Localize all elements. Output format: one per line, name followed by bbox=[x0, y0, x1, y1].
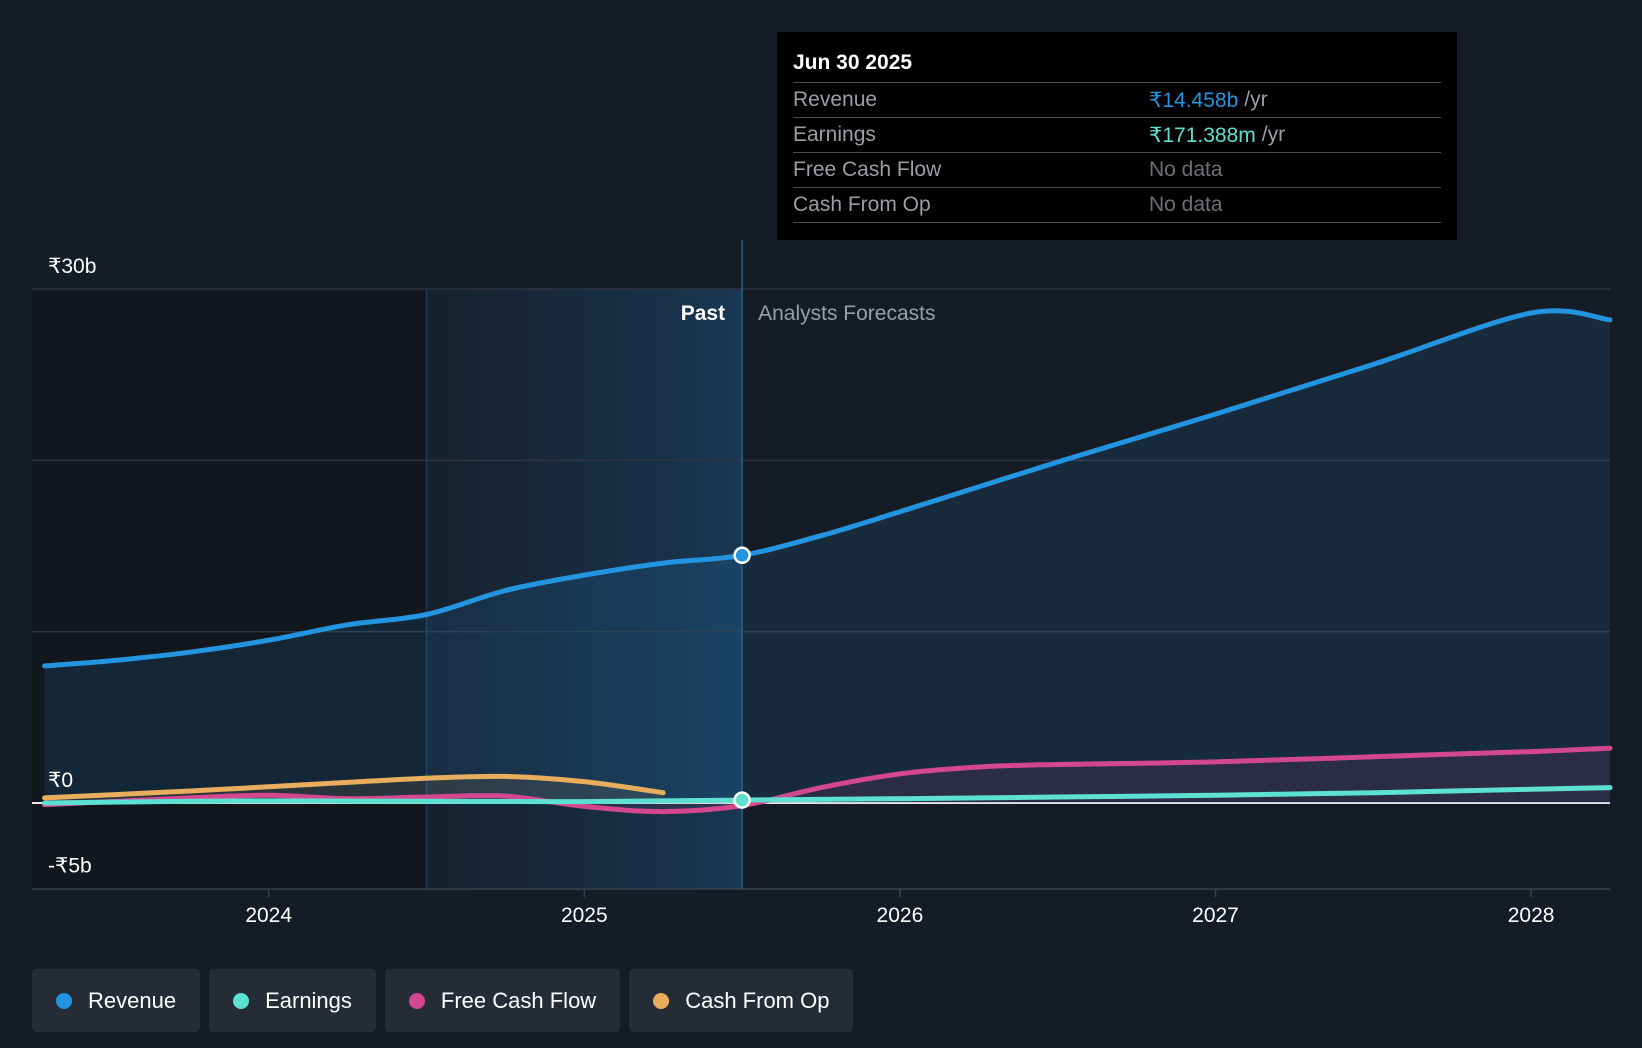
revenue-marker bbox=[733, 546, 751, 565]
tooltip-row-cash-from-op: Cash From Op No data bbox=[793, 187, 1441, 223]
tooltip-unit: /yr bbox=[1261, 123, 1286, 146]
tooltip-label: Revenue bbox=[793, 88, 878, 111]
tooltip-value: ₹14.458b bbox=[1149, 88, 1239, 112]
tooltip-label: Cash From Op bbox=[793, 193, 931, 216]
earnings-marker bbox=[733, 791, 751, 809]
tooltip-row-free-cash-flow: Free Cash Flow No data bbox=[793, 152, 1441, 187]
past-label: Past bbox=[681, 302, 725, 325]
x-tick-label: 2026 bbox=[877, 904, 924, 927]
legend-label: Cash From Op bbox=[685, 987, 830, 1013]
tooltip-date: Jun 30 2025 bbox=[793, 51, 913, 74]
tooltip-value: No data bbox=[1149, 158, 1223, 181]
legend-label: Revenue bbox=[88, 987, 177, 1013]
legend-item-cash-from-op[interactable]: Cash From Op bbox=[629, 969, 854, 1032]
past-region bbox=[426, 289, 743, 889]
y-tick-label: -₹5b bbox=[48, 855, 92, 878]
legend: Revenue Earnings Free Cash Flow Cash Fro… bbox=[32, 969, 854, 1032]
free-cash-flow-dot-icon bbox=[408, 992, 425, 1009]
cash-from-op-dot-icon bbox=[653, 992, 670, 1009]
earnings-line bbox=[42, 785, 1613, 806]
x-tick-label: 2025 bbox=[561, 904, 608, 927]
forecast-label: Analysts Forecasts bbox=[758, 302, 935, 325]
revenue-dot-icon bbox=[56, 992, 72, 1009]
legend-item-free-cash-flow[interactable]: Free Cash Flow bbox=[384, 969, 621, 1032]
legend-item-revenue[interactable]: Revenue bbox=[32, 969, 201, 1032]
tooltip: Jun 30 2025 Revenue ₹14.458b /yr Earning… bbox=[777, 32, 1457, 240]
tooltip-row-revenue: Revenue ₹14.458b /yr bbox=[793, 82, 1441, 117]
tooltip-label: Earnings bbox=[793, 123, 876, 146]
tooltip-label: Free Cash Flow bbox=[793, 158, 942, 181]
tooltip-row-earnings: Earnings ₹171.388m /yr bbox=[793, 117, 1441, 152]
x-tick-label: 2028 bbox=[1508, 904, 1555, 927]
legend-item-earnings[interactable]: Earnings bbox=[209, 969, 376, 1032]
y-tick-label: ₹30b bbox=[48, 255, 96, 278]
tooltip-value: ₹171.388m bbox=[1149, 123, 1256, 147]
x-tick-label: 2027 bbox=[1192, 904, 1239, 927]
revenue-line bbox=[42, 308, 1613, 669]
earnings-dot-icon bbox=[233, 992, 250, 1009]
x-tick-label: 2024 bbox=[245, 904, 292, 927]
legend-label: Free Cash Flow bbox=[440, 987, 597, 1013]
tooltip-value: No data bbox=[1149, 193, 1223, 216]
legend-label: Earnings bbox=[265, 987, 352, 1013]
revenue-area bbox=[44, 310, 1611, 803]
y-tick-label: ₹0 bbox=[48, 769, 73, 792]
cash-from-op-line bbox=[42, 773, 666, 801]
tooltip-unit: /yr bbox=[1244, 88, 1268, 111]
